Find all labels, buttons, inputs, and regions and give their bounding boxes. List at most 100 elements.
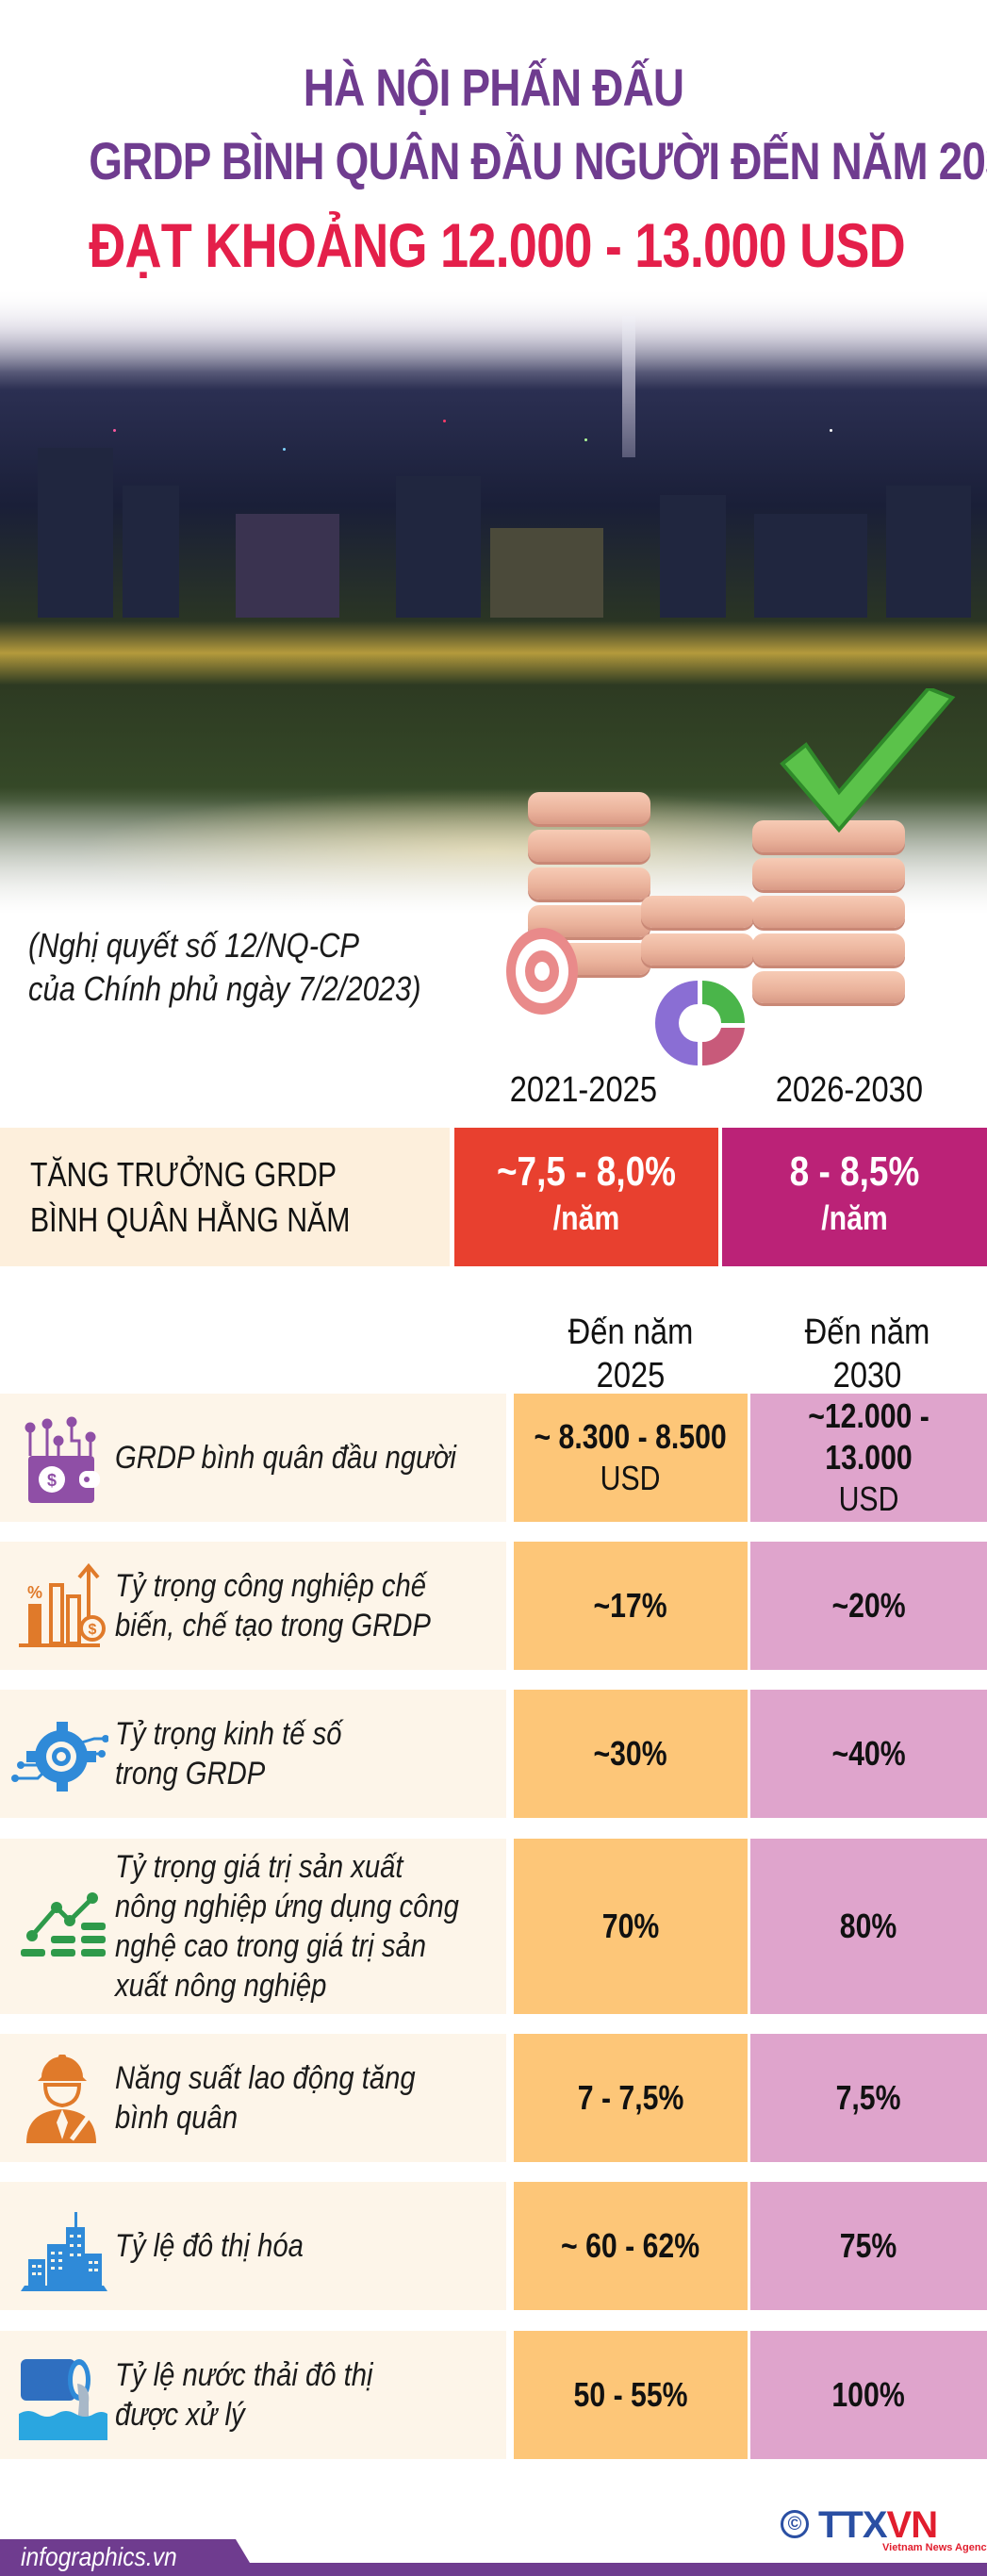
- growth-value: 8 - 8,5%: [789, 1148, 920, 1195]
- city-buildings-icon: [21, 2212, 107, 2291]
- column-header-line2: 2030: [832, 1356, 902, 1395]
- unit: USD: [838, 1479, 899, 1518]
- digital-gear-icon: [11, 1722, 108, 1792]
- building: [660, 495, 726, 618]
- value: ~40%: [831, 1734, 906, 1773]
- growth-label-line1: TĂNG TRƯỞNG GRDP: [30, 1155, 337, 1194]
- column-header-line1: Đến năm: [568, 1313, 694, 1352]
- value: 7,5%: [836, 2078, 901, 2117]
- value-2030: 7,5%: [750, 2034, 987, 2162]
- value-2030: ~12.000 - 13.000 USD: [750, 1394, 987, 1522]
- coin-stack-left: [528, 792, 650, 990]
- growth-value: ~7,5 - 8,0%: [496, 1148, 677, 1195]
- coin-stack-right: [752, 820, 905, 1003]
- worker-icon: [26, 2055, 104, 2143]
- value: ~30%: [593, 1734, 668, 1773]
- building: [886, 486, 971, 618]
- value-2025: ~30%: [514, 1690, 748, 1818]
- logo-text-a: TTX: [818, 2504, 888, 2546]
- row-label: Tỷ trọng công nghiệp chế biến, chế tạo t…: [115, 1568, 431, 1643]
- agency-name: Vietnam News Agency: [882, 2542, 987, 2553]
- building: [236, 514, 339, 618]
- value: ~17%: [593, 1586, 668, 1625]
- unit: USD: [600, 1459, 661, 1497]
- growth-label-line2: BÌNH QUÂN HẰNG NĂM: [30, 1200, 351, 1239]
- city-light: [113, 429, 116, 432]
- row-label-cell: $ GRDP bình quân đầu người: [0, 1394, 506, 1522]
- value: 80%: [840, 1907, 897, 1945]
- row-label: GRDP bình quân đầu người: [115, 1440, 456, 1476]
- value-2025: ~ 8.300 - 8.500 USD: [514, 1394, 748, 1522]
- svg-text:$: $: [89, 1622, 97, 1638]
- row-label-cell: Tỷ trọng kinh tế số trong GRDP: [0, 1690, 506, 1818]
- value: ~ 8.300 - 8.500: [534, 1417, 728, 1456]
- coin-stack-middle: [641, 896, 754, 999]
- growth-unit: /năm: [821, 1198, 888, 1237]
- column-header-2025: Đến năm 2025: [530, 1311, 731, 1397]
- source-line-1: (Nghị quyết số 12/NQ-CP: [28, 926, 360, 965]
- value-2025: ~17%: [514, 1542, 748, 1670]
- building: [123, 486, 179, 618]
- value-2030: ~40%: [750, 1690, 987, 1818]
- title-line-2: GRDP BÌNH QUÂN ĐẦU NGƯỜI ĐẾN NĂM 2030: [89, 131, 987, 190]
- copyright-icon: ©: [781, 2510, 809, 2538]
- row-label-cell: Tỷ lệ đô thị hóa: [0, 2182, 506, 2310]
- svg-text:%: %: [27, 1583, 42, 1602]
- table-row-wastewater-treatment: Tỷ lệ nước thải đô thị được xử lý 50 - 5…: [0, 2331, 987, 2459]
- row-label: Năng suất lao động tăng bình quân: [115, 2060, 416, 2136]
- sky-fade: [0, 288, 987, 372]
- period-2021-2025: 2021-2025: [509, 1070, 658, 1110]
- agri-trend-icon: [21, 1892, 106, 1957]
- row-label-cell: Tỷ trọng giá trị sản xuất nông nghiệp ứn…: [0, 1839, 506, 2014]
- value: ~ 60 - 62%: [561, 2226, 700, 2265]
- value: 70%: [601, 1907, 660, 1945]
- resolution-source: (Nghị quyết số 12/NQ-CP của Chính phủ ng…: [28, 924, 421, 1011]
- coin-stacks-illustration: [490, 688, 956, 1066]
- value: ~20%: [831, 1586, 906, 1625]
- row-label-cell: Năng suất lao động tăng bình quân: [0, 2034, 506, 2162]
- table-row-digital-economy-share: Tỷ trọng kinh tế số trong GRDP ~30% ~40%: [0, 1690, 987, 1818]
- row-label: Tỷ trọng giá trị sản xuất nông nghiệp ứn…: [115, 1849, 459, 2004]
- title-highlight: ĐẠT KHOẢNG 12.000 - 13.000 USD: [89, 210, 906, 280]
- value: 100%: [831, 2375, 906, 2414]
- wallet-dollar-icon: $: [25, 1416, 100, 1503]
- period-2026-2030: 2026-2030: [775, 1070, 924, 1110]
- source-line-2: của Chính phủ ngày 7/2/2023): [28, 969, 421, 1008]
- growth-value-2026-2030: 8 - 8,5% /năm: [722, 1128, 987, 1266]
- row-label-cell: Tỷ lệ nước thải đô thị được xử lý: [0, 2331, 506, 2459]
- table-row-manufacturing-share: % $ Tỷ trọng công nghiệp chế biến, chế t…: [0, 1542, 987, 1670]
- value-2030: 75%: [750, 2182, 987, 2310]
- row-label: Tỷ lệ đô thị hóa: [115, 2228, 304, 2264]
- column-header-2030: Đến năm 2030: [766, 1311, 967, 1397]
- table-row-grdp-per-capita: $ GRDP bình quân đầu người ~ 8.300 - 8.5…: [0, 1394, 987, 1522]
- ttxvn-logo: © TTXVN Vietnam News Agency: [781, 2504, 987, 2553]
- logo-text-b: VN: [886, 2504, 939, 2546]
- header: HÀ NỘI PHẤN ĐẤU GRDP BÌNH QUÂN ĐẦU NGƯỜI…: [0, 0, 987, 292]
- value: 50 - 55%: [573, 2375, 688, 2414]
- table-row-hightech-agriculture-share: Tỷ trọng giá trị sản xuất nông nghiệp ứn…: [0, 1839, 987, 2014]
- value-2030: 80%: [750, 1839, 987, 2014]
- value-2025: 7 - 7,5%: [514, 2034, 748, 2162]
- table-row-labor-productivity: Năng suất lao động tăng bình quân 7 - 7,…: [0, 2034, 987, 2162]
- site-link[interactable]: infographics.vn: [21, 2542, 177, 2571]
- title-line-1: HÀ NỘI PHẤN ĐẤU: [303, 58, 684, 117]
- logo-wordmark: TTXVN: [818, 2504, 939, 2547]
- table-row-urbanization-rate: Tỷ lệ đô thị hóa ~ 60 - 62% 75%: [0, 2182, 987, 2310]
- city-light: [830, 429, 832, 432]
- building: [490, 528, 603, 618]
- growth-value-2021-2025: ~7,5 - 8,0% /năm: [454, 1128, 718, 1266]
- value: 7 - 7,5%: [577, 2078, 684, 2117]
- footer-band: [0, 2563, 987, 2576]
- value-2025: 50 - 55%: [514, 2331, 748, 2459]
- city-light: [283, 448, 286, 451]
- growth-label: TĂNG TRƯỞNG GRDP BÌNH QUÂN HẰNG NĂM: [0, 1128, 450, 1266]
- wastewater-pipe-icon: [19, 2359, 107, 2440]
- bar-chart-growth-icon: % $: [19, 1562, 106, 1647]
- hanoi-night-photo: [0, 288, 987, 929]
- building: [396, 476, 481, 618]
- column-header-line1: Đến năm: [804, 1313, 930, 1352]
- column-header-line2: 2025: [596, 1356, 666, 1395]
- value: ~12.000 - 13.000: [808, 1396, 929, 1477]
- city-light: [443, 420, 446, 422]
- checkmark-icon: [780, 688, 956, 834]
